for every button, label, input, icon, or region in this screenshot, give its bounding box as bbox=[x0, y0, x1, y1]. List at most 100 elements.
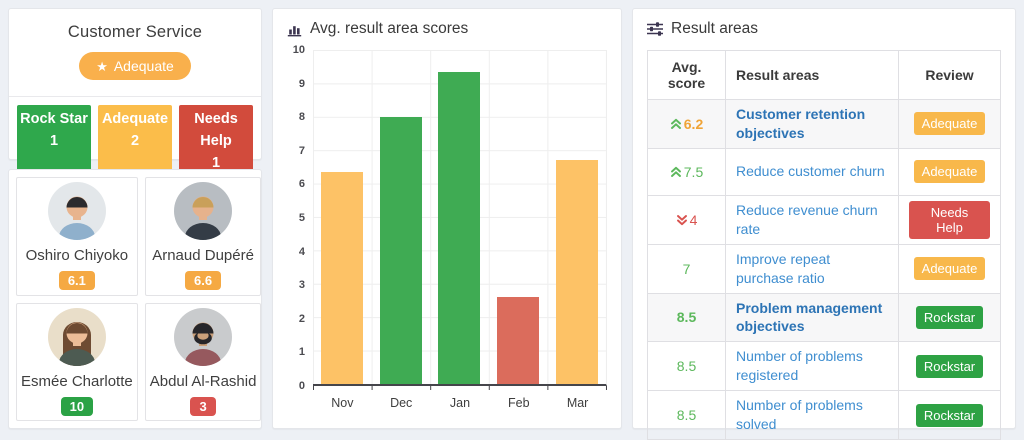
trend-up-icon bbox=[670, 166, 681, 177]
result-area-row: 7.5 Reduce customer churn Adequate bbox=[647, 147, 1001, 196]
result-area-link[interactable]: Number of problems registered bbox=[736, 348, 863, 384]
team-members-card: Oshiro Chiyoko 6.1 Arnaud Dupéré 6.6 Esmée C… bbox=[8, 169, 262, 429]
team-header: Customer Service ★ Adequate bbox=[9, 9, 261, 97]
tile-count: 2 bbox=[130, 132, 140, 149]
review-cell: Adequate bbox=[898, 99, 1001, 149]
trend-down-icon bbox=[676, 214, 687, 225]
column-header-result-areas: Result areas bbox=[725, 50, 899, 100]
star-icon: ★ bbox=[96, 58, 108, 74]
y-tick-label: 4 bbox=[298, 245, 305, 258]
avg-score-value: 7 bbox=[682, 260, 691, 277]
tile-label: Rock Star bbox=[20, 111, 88, 127]
person-avatar bbox=[47, 182, 106, 241]
review-badge: Adequate bbox=[913, 160, 986, 184]
review-count-tile: Rock Star 1 bbox=[17, 105, 91, 179]
chart-bar-nov bbox=[321, 171, 364, 384]
result-area-cell: Reduce customer churn bbox=[725, 147, 899, 196]
person-card[interactable]: Esmée Charlotte 10 bbox=[16, 302, 138, 421]
result-area-link[interactable]: Improve repeat purchase ratio bbox=[736, 250, 831, 286]
person-card[interactable]: Oshiro Chiyoko 6.1 bbox=[16, 177, 138, 296]
result-area-cell: Number of problems solved bbox=[725, 390, 899, 440]
y-tick-label: 3 bbox=[298, 279, 305, 292]
team-summary-card: Customer Service ★ Adequate Rock Star 1 Ad… bbox=[8, 8, 262, 179]
sliders-icon bbox=[647, 22, 663, 36]
column-header-avg-score: Avg. score bbox=[647, 50, 726, 100]
review-cell: Adequate bbox=[898, 147, 1001, 196]
y-axis-labels: 0 1 2 3 4 5 6 7 8 9 10 bbox=[287, 44, 307, 392]
table-header-row: Avg. score Result areas Review bbox=[647, 50, 1001, 100]
chart-bar-column bbox=[430, 50, 489, 384]
avg-score-cell: 8.5 bbox=[647, 390, 726, 440]
y-tick-label: 8 bbox=[298, 111, 305, 124]
avg-score-value: 8.5 bbox=[676, 358, 697, 375]
result-area-cell: Reduce revenue churn rate bbox=[725, 194, 899, 245]
y-tick-label: 0 bbox=[298, 380, 305, 392]
y-tick-label: 6 bbox=[298, 178, 305, 191]
x-tick-label: Feb bbox=[508, 396, 530, 410]
person-name: Oshiro Chiyoko bbox=[25, 247, 129, 265]
chart-bar-mar bbox=[555, 160, 598, 384]
team-review-label: Adequate bbox=[113, 58, 174, 74]
chart-bar-feb bbox=[497, 297, 540, 384]
person-avatar bbox=[47, 307, 106, 366]
result-area-row: 7 Improve repeat purchase ratio Adequate bbox=[647, 243, 1001, 294]
avg-score-value: 8.5 bbox=[676, 309, 697, 326]
review-badge: Rockstar bbox=[915, 403, 984, 427]
result-area-link[interactable]: Reduce revenue churn rate bbox=[736, 201, 878, 237]
y-tick-label: 5 bbox=[298, 212, 305, 224]
review-count-tile: Adequate 2 bbox=[98, 105, 172, 179]
chart-bar-dec bbox=[379, 116, 422, 384]
tile-count: 1 bbox=[49, 132, 59, 149]
x-axis-labels: Nov Dec Jan Feb Mar bbox=[313, 390, 607, 416]
review-cell: Rockstar bbox=[898, 292, 1001, 343]
person-card[interactable]: Arnaud Dupéré 6.6 bbox=[144, 177, 262, 296]
person-avatar bbox=[174, 307, 233, 366]
review-badge: Rockstar bbox=[915, 354, 984, 378]
review-cell: Needs Help bbox=[898, 194, 1001, 245]
x-tick-label: Mar bbox=[566, 396, 589, 410]
avg-score-cell: 7 bbox=[647, 243, 726, 294]
y-tick-label: 2 bbox=[298, 312, 305, 325]
bar-chart-icon bbox=[287, 25, 302, 36]
bar-chart: 0 1 2 3 4 5 6 7 8 9 10 Nov Dec Jan Feb Mar bbox=[287, 44, 607, 416]
result-area-link[interactable]: Problem management objectives bbox=[736, 299, 883, 335]
review-cell: Rockstar bbox=[898, 390, 1001, 440]
chart-bar-column bbox=[313, 50, 372, 384]
chart-bar-jan bbox=[438, 72, 481, 384]
person-score-badge: 6.1 bbox=[58, 271, 95, 291]
result-area-link[interactable]: Reduce customer churn bbox=[736, 163, 885, 180]
y-tick-label: 7 bbox=[298, 144, 305, 157]
person-score-badge: 3 bbox=[190, 396, 216, 416]
avg-score-value: 8.5 bbox=[676, 407, 697, 424]
person-card[interactable]: Abdul Al-Rashid 3 bbox=[144, 302, 262, 421]
avg-score-cell: 8.5 bbox=[647, 341, 726, 392]
chart-bar-column bbox=[372, 50, 431, 384]
team-title: Customer Service bbox=[67, 23, 203, 41]
person-score-badge: 10 bbox=[60, 396, 94, 416]
person-score-badge: 6.6 bbox=[185, 271, 222, 291]
result-area-row: 6.2 Customer retention objectives Adequate bbox=[647, 99, 1001, 149]
result-areas-table: Avg. score Result areas Review 6.2 Custom… bbox=[647, 50, 1001, 440]
chart-plot-area bbox=[313, 50, 607, 386]
avg-score-cell: 8.5 bbox=[647, 292, 726, 343]
result-area-link[interactable]: Customer retention objectives bbox=[736, 106, 866, 141]
avg-score-cell: 6.2 bbox=[647, 99, 726, 149]
person-name: Esmée Charlotte bbox=[21, 372, 133, 390]
avg-score-cell: 7.5 bbox=[647, 147, 726, 196]
avg-score-value: 7.5 bbox=[683, 163, 704, 180]
y-tick-label: 9 bbox=[298, 77, 305, 90]
y-tick-label: 10 bbox=[292, 44, 305, 56]
review-count-tile: Needs Help 1 bbox=[179, 105, 253, 179]
result-area-row: 8.5 Number of problems registered Rockstar bbox=[647, 341, 1001, 392]
result-area-cell: Number of problems registered bbox=[725, 341, 899, 392]
tile-count: 1 bbox=[211, 154, 221, 171]
result-area-cell: Problem management objectives bbox=[725, 292, 899, 343]
tile-label: Needs Help bbox=[194, 111, 238, 149]
result-area-link[interactable]: Number of problems solved bbox=[736, 397, 863, 433]
person-avatar bbox=[174, 182, 233, 241]
avg-score-value: 6.2 bbox=[683, 115, 704, 132]
review-badge: Rockstar bbox=[915, 305, 984, 329]
chart-panel-header: Avg. result area scores bbox=[287, 20, 607, 38]
review-badge: Adequate bbox=[913, 257, 986, 281]
